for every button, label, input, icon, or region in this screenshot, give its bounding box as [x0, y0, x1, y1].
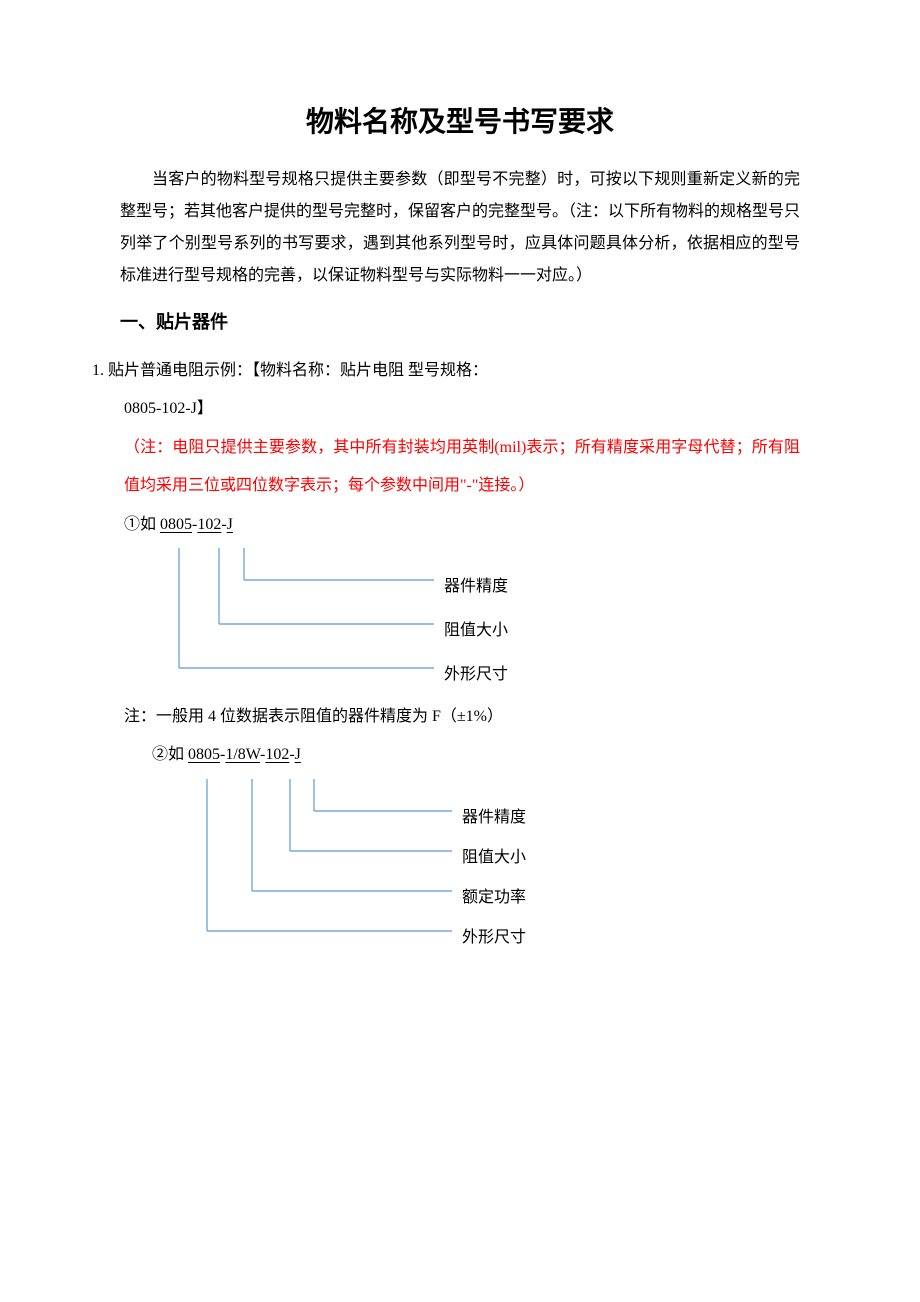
ex2-prefix: ②如 — [152, 746, 188, 763]
ex1-part3: J — [227, 516, 233, 533]
ex1-prefix: ①如 — [124, 516, 160, 533]
example-1-code: ①如 0805-102-J — [124, 506, 800, 544]
ex2-label-1: 器件精度 — [462, 799, 526, 837]
ex1-bracket-svg — [124, 548, 624, 698]
ex1-label-2: 阻值大小 — [444, 612, 508, 650]
example-2-code: ②如 0805-1/8W-102-J — [152, 736, 800, 774]
intro-paragraph: 当客户的物料型号规格只提供主要参数（即型号不完整）时，可按以下规则重新定义新的完… — [120, 164, 800, 292]
ex1-label-1: 器件精度 — [444, 568, 508, 606]
ex2-label-4: 外形尺寸 — [462, 919, 526, 957]
ex2-part1: 0805 — [188, 746, 220, 763]
page-title: 物料名称及型号书写要求 — [120, 100, 800, 140]
ex2-part3: 102 — [265, 746, 289, 763]
ex2-part2: 1/8W — [225, 746, 260, 763]
item-1-line2: 0805-102-J】 — [124, 390, 800, 428]
ex2-part4: J — [295, 746, 301, 763]
ex2-label-2: 阻值大小 — [462, 839, 526, 877]
ex1-part1: 0805 — [160, 516, 192, 533]
example-2-block: ②如 0805-1/8W-102-J 器件精度 阻值大小 额定功率 外形尺寸 — [152, 736, 800, 968]
ex2-diagram: 器件精度 阻值大小 额定功率 外形尺寸 — [152, 779, 800, 969]
ex1-diagram: 器件精度 阻值大小 外形尺寸 — [124, 548, 800, 698]
mid-note: 注：一般用 4 位数据表示阻值的器件精度为 F（±1%） — [124, 698, 800, 736]
section-1-header: 一、贴片器件 — [120, 308, 800, 334]
ex2-label-3: 额定功率 — [462, 879, 526, 917]
item-1-block: 1. 贴片普通电阻示例：【物料名称：贴片电阻 型号规格： 0805-102-J】… — [92, 352, 800, 969]
ex1-part2: 102 — [197, 516, 221, 533]
item-1-note: （注：电阻只提供主要参数，其中所有封装均用英制(mil)表示；所有精度采用字母代… — [124, 429, 800, 506]
item-1-line1: 1. 贴片普通电阻示例：【物料名称：贴片电阻 型号规格： — [92, 352, 800, 390]
ex2-bracket-svg — [152, 779, 652, 969]
example-1-block: ①如 0805-102-J 器件精度 阻值大小 外形尺寸 — [124, 506, 800, 698]
ex1-label-3: 外形尺寸 — [444, 656, 508, 694]
